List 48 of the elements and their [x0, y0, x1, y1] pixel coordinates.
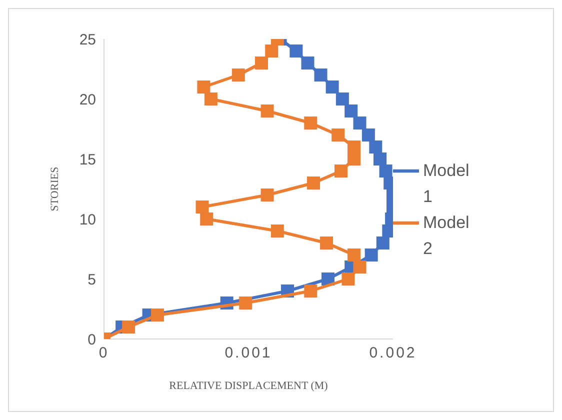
point	[200, 212, 214, 226]
y-tick-label: 0	[88, 331, 96, 348]
x-tick-label: 0.001	[224, 344, 272, 362]
point	[336, 92, 349, 106]
point	[304, 116, 318, 130]
point	[353, 116, 366, 130]
point	[353, 260, 366, 274]
y-tick-label: 10	[79, 211, 96, 228]
x-axis-title: RELATIVE DISPLACEMENT (M)	[169, 380, 328, 392]
point	[344, 104, 358, 118]
point	[150, 308, 164, 322]
point	[307, 176, 320, 190]
point	[270, 224, 284, 238]
point	[122, 320, 136, 334]
point	[239, 296, 252, 310]
y-tick-label: 5	[88, 271, 96, 288]
point	[314, 68, 328, 82]
point	[332, 128, 345, 142]
point	[265, 44, 278, 58]
point	[301, 56, 314, 70]
point	[362, 128, 375, 142]
point	[204, 92, 218, 106]
point	[334, 164, 348, 178]
x-tick-label: 0.002	[369, 344, 417, 362]
point	[304, 284, 318, 298]
point	[260, 188, 274, 202]
point	[347, 140, 360, 154]
point	[197, 80, 210, 94]
point	[196, 200, 209, 214]
point	[320, 236, 334, 250]
x-tick-label: 0	[98, 344, 110, 362]
point	[326, 80, 339, 94]
y-tick-label: 25	[79, 31, 96, 48]
y-tick-label: 20	[79, 91, 96, 108]
y-tick-label: 15	[79, 151, 96, 168]
point	[260, 104, 274, 118]
legend-label: Model 2	[423, 212, 470, 260]
point	[347, 152, 360, 166]
point	[347, 248, 360, 262]
point	[290, 44, 303, 58]
point	[232, 68, 245, 82]
legend-label: Model 1	[423, 160, 470, 208]
point	[369, 140, 382, 154]
y-axis-title: STORIES	[48, 166, 61, 212]
point	[376, 236, 390, 250]
point	[342, 272, 355, 286]
point	[255, 56, 268, 70]
point	[364, 248, 378, 262]
